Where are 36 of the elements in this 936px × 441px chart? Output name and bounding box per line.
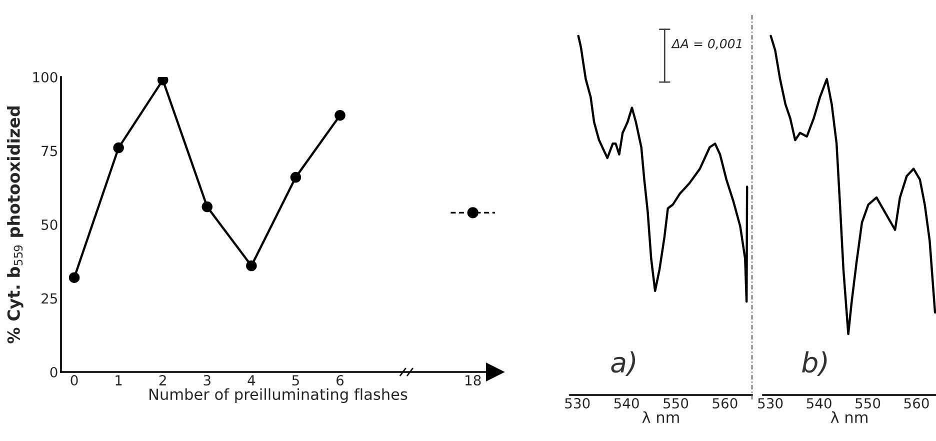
y-axis-title: % Cyt. b$_{559}$ photooxidized (7, 106, 24, 344)
x-tick-label: 550 (856, 398, 880, 409)
x-tick-label: 540 (614, 398, 639, 409)
y-tick-label: 75 (42, 146, 58, 156)
point (246, 260, 257, 272)
x-tick-label: 560 (712, 398, 738, 409)
y-tick-label: 50 (42, 219, 58, 230)
x-tick-label: 2 (159, 375, 166, 386)
x-tick-label: 4 (248, 375, 256, 386)
x-tick-label: 5 (292, 375, 299, 386)
point (202, 201, 213, 212)
annotation: ΔA = 0,001 (671, 38, 742, 50)
x-tick-label: 540 (806, 398, 832, 409)
x-axis-title: λ nm (642, 411, 679, 423)
x-tick-label: 18 (466, 375, 481, 386)
x-tick-label: 560 (904, 398, 929, 409)
x-tick-label: 3 (204, 375, 210, 386)
point (157, 77, 168, 86)
point (334, 110, 346, 121)
x-tick-label: 550 (664, 398, 688, 409)
annotation: b) (802, 351, 827, 376)
x-tick-label: 1 (116, 375, 122, 386)
point (113, 142, 124, 154)
x-tick-label: 530 (758, 398, 783, 409)
annotation: a) (611, 351, 636, 376)
x-axis-title: Number of preilluminating flashes (150, 388, 408, 404)
x-axis-title: λ nm (830, 411, 868, 423)
y-tick-label: 0 (50, 366, 58, 378)
point (467, 207, 478, 218)
x-tick-label: 530 (565, 398, 590, 409)
x-tick-label: 6 (336, 375, 344, 386)
point (68, 272, 80, 283)
y-tick-label: 25 (42, 293, 58, 304)
point (290, 172, 302, 183)
x-tick-label: 0 (70, 375, 78, 386)
y-tick-label: 100 (33, 72, 58, 82)
